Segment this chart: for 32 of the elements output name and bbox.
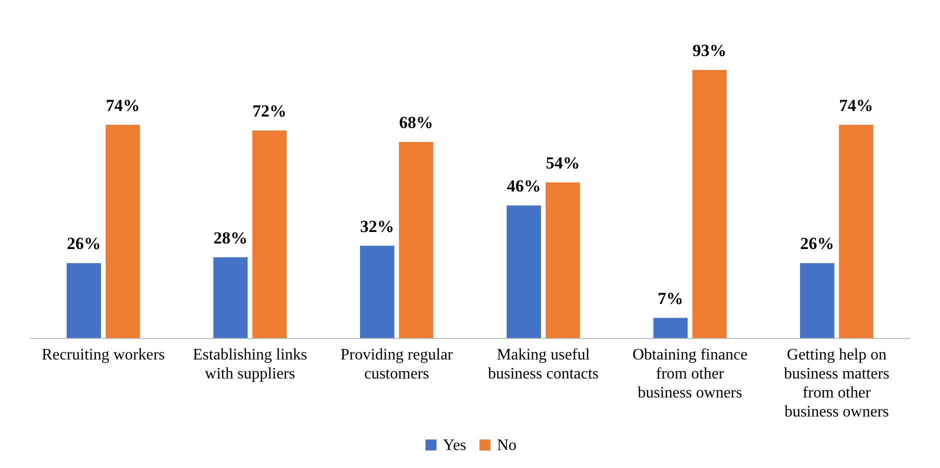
- x-tick-label: Obtaining finance from other business owners: [632, 346, 748, 402]
- data-label: 74%: [106, 96, 140, 115]
- data-label: 46%: [506, 176, 541, 196]
- data-label: 26%: [800, 234, 834, 254]
- bar: [106, 124, 140, 338]
- x-tick-label: Recruiting workers: [42, 346, 165, 364]
- x-tick-label: Providing regular customers: [340, 346, 454, 382]
- data-label: 72%: [252, 102, 287, 121]
- bar: [653, 318, 688, 338]
- legend-label: No: [497, 437, 517, 454]
- bar: [213, 257, 248, 338]
- x-tick-label: Getting help on business matters from other business owners: [784, 346, 890, 420]
- legend-label: Yes: [443, 437, 466, 454]
- data-label: 26%: [66, 234, 101, 254]
- data-label: 68%: [399, 113, 434, 132]
- data-label: 28%: [213, 228, 248, 248]
- data-label: 74%: [839, 96, 874, 115]
- bar: [399, 142, 434, 338]
- bar: [66, 263, 101, 338]
- bar: [800, 263, 834, 338]
- data-label: 32%: [360, 216, 394, 236]
- bar: [546, 182, 580, 338]
- data-label: 93%: [692, 41, 727, 60]
- data-label: 7%: [658, 288, 684, 308]
- x-tick-label: Making useful business contacts: [488, 346, 599, 382]
- bar: [506, 205, 541, 338]
- bar: [252, 130, 287, 338]
- bar: [692, 70, 727, 338]
- data-label: 54%: [546, 153, 580, 172]
- x-tick-label: Establishing links with suppliers: [192, 346, 308, 382]
- bar: [839, 124, 874, 338]
- bar: [360, 246, 394, 338]
